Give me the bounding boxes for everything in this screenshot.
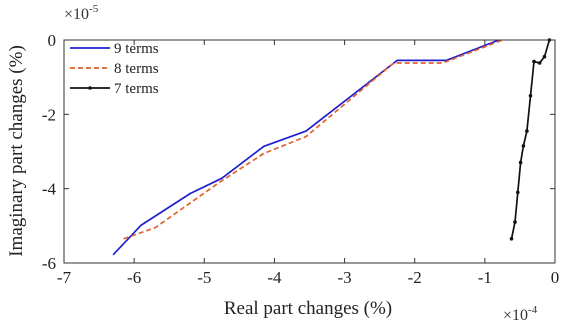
series-line-1 [112, 39, 500, 256]
series-3-point [513, 220, 517, 224]
series-3-point [525, 129, 529, 133]
legend-label-1: 9 terms [114, 41, 159, 57]
x-tick-label: -7 [57, 268, 72, 287]
legend: 9 terms 8 terms 7 terms [70, 41, 159, 97]
y-exponent-label: ×10-5 [64, 3, 99, 23]
x-tick-label: -1 [478, 268, 492, 287]
legend-marker-3 [88, 86, 92, 90]
x-exponent-power: -4 [528, 304, 538, 316]
y-axis-label: Imaginary part changes (%) [6, 45, 27, 257]
axes: -7 -6 -5 -4 -3 -2 -1 0-6-4-20 [42, 31, 559, 287]
series-3-point [516, 190, 520, 195]
series-3-point [537, 61, 542, 65]
x-tick-label: -5 [197, 268, 211, 287]
series-3-point [518, 160, 523, 165]
plot-area [64, 40, 555, 263]
x-axis-label: Real part changes (%) [224, 298, 392, 319]
series-3-point [542, 54, 547, 59]
x-exponent-label: ×10-4 [503, 304, 538, 322]
legend-label-3: 7 terms [114, 81, 159, 97]
y-tick-label: -6 [42, 254, 56, 273]
series-3-point [528, 94, 533, 98]
x-exponent-base: ×10 [503, 307, 528, 322]
y-tick-label: -4 [42, 180, 57, 199]
x-tick-label: -3 [337, 268, 351, 287]
series-3-point [509, 237, 514, 241]
y-exponent-base: ×10 [64, 6, 89, 23]
x-tick-label: 0 [551, 268, 560, 287]
y-exponent-power: -5 [89, 3, 99, 15]
axes-box [63, 39, 556, 264]
series-3-point [532, 59, 536, 64]
y-tick-label: 0 [48, 31, 57, 50]
series-3-point [521, 144, 526, 148]
x-tick-label: -6 [127, 268, 141, 287]
y-tick-label: -2 [42, 105, 56, 124]
legend-label-2: 8 terms [114, 61, 159, 77]
x-tick-label: -4 [267, 268, 282, 287]
x-tick-label: -2 [408, 268, 422, 287]
